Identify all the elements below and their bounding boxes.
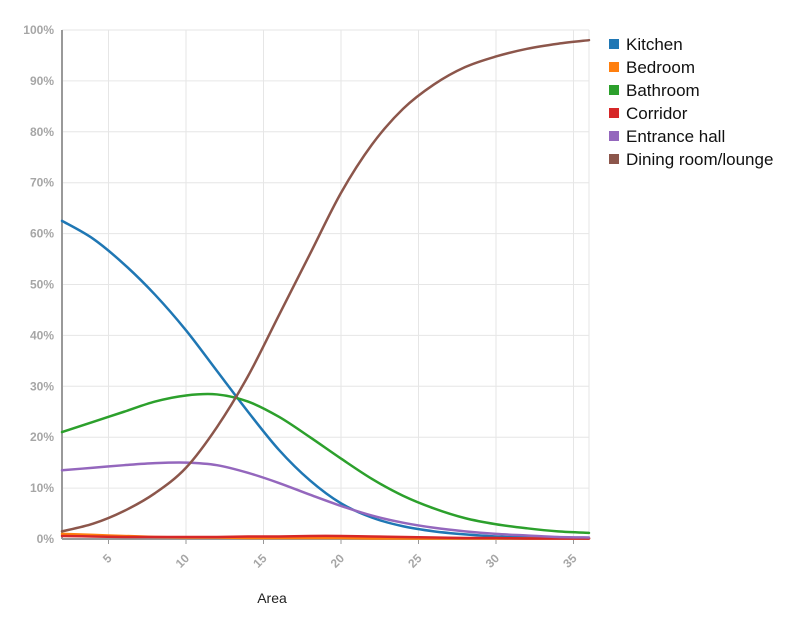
grid	[62, 29, 590, 539]
series-line-kitchen	[60, 219, 591, 540]
x-tick-label: 35	[560, 551, 580, 571]
x-axis-title: Area	[257, 590, 287, 606]
legend-swatch-entrance-hall	[609, 131, 619, 141]
y-tick-label: 100%	[23, 23, 54, 37]
legend-label-bathroom: Bathroom	[626, 81, 700, 100]
legend-label-kitchen: Kitchen	[626, 35, 683, 54]
series-line-bathroom	[60, 392, 591, 535]
legend-swatch-kitchen	[609, 39, 619, 49]
y-tick-label: 20%	[30, 430, 54, 444]
y-tick-label: 60%	[30, 227, 54, 241]
axes	[61, 30, 589, 544]
y-tick-label: 0%	[37, 532, 55, 546]
legend: Kitchen Bedroom Bathroom Corridor Entrance h…	[609, 35, 773, 169]
y-tick-label: 80%	[30, 125, 54, 139]
series-lines	[60, 38, 591, 540]
y-tick-label: 90%	[30, 74, 54, 88]
x-tick-label: 30	[483, 551, 503, 571]
series-line-entrance-hall	[60, 461, 591, 539]
legend-label-corridor: Corridor	[626, 104, 688, 123]
legend-label-entrance-hall: Entrance hall	[626, 127, 725, 146]
y-tick-label: 70%	[30, 176, 54, 190]
legend-swatch-corridor	[609, 108, 619, 118]
x-tick-label: 5	[100, 551, 115, 566]
x-tick-label: 10	[173, 551, 193, 571]
y-tick-label: 50%	[30, 278, 54, 292]
y-tick-label: 40%	[30, 328, 54, 342]
y-tick-label: 30%	[30, 379, 54, 393]
legend-label-dining-room-lounge: Dining room/lounge	[626, 150, 773, 169]
x-tick-label: 15	[250, 551, 270, 571]
series-line-corridor	[60, 534, 591, 540]
series-line-dining-room-lounge	[60, 38, 591, 533]
y-tick-label: 10%	[30, 481, 54, 495]
legend-swatch-bedroom	[609, 62, 619, 72]
legend-label-bedroom: Bedroom	[626, 58, 695, 77]
legend-swatch-dining-room-lounge	[609, 154, 619, 164]
x-tick-label: 20	[328, 551, 348, 571]
legend-swatch-bathroom	[609, 85, 619, 95]
x-tick-label: 25	[405, 551, 425, 571]
